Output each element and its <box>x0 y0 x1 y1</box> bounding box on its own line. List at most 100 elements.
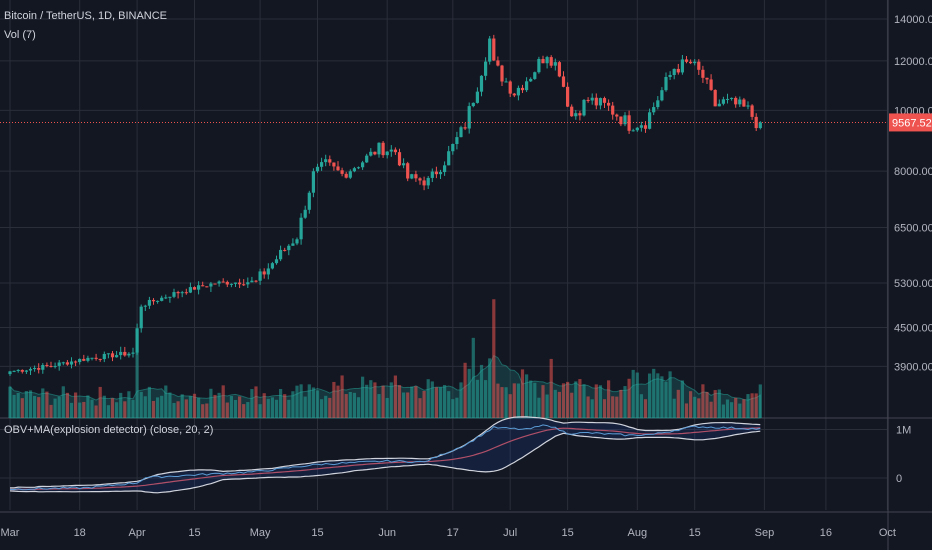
volume-bar <box>639 394 643 418</box>
volume-bar <box>533 382 537 418</box>
volume-bar <box>12 394 16 418</box>
volume-bar <box>377 394 381 418</box>
candle-body <box>229 283 233 285</box>
volume-bar <box>197 397 201 418</box>
volume-bar <box>131 399 135 418</box>
volume-bar <box>188 396 192 418</box>
candle-body <box>512 93 516 96</box>
volume-bar <box>221 385 225 418</box>
candle-body <box>492 38 496 61</box>
time-tick-label: Jun <box>378 527 396 539</box>
candle-body <box>500 65 504 82</box>
volume-bar <box>393 375 397 418</box>
candle-body <box>586 99 590 101</box>
volume-bar <box>676 389 680 418</box>
volume-bar <box>443 385 447 418</box>
volume-bar <box>709 401 713 418</box>
candle-body <box>266 268 270 275</box>
volume-bar <box>102 395 106 418</box>
price-tick-label: 8000.00 <box>894 166 932 178</box>
volume-bar <box>180 394 184 418</box>
candle-body <box>258 271 262 281</box>
volume-bar <box>106 405 110 418</box>
candle-body <box>648 112 652 129</box>
candle-body <box>324 159 328 163</box>
candle-body <box>33 368 37 370</box>
candle-body <box>402 163 406 166</box>
volume-bar <box>348 391 352 418</box>
volume-bar <box>356 397 361 418</box>
volume-bar <box>352 392 356 418</box>
volume-bar <box>82 401 86 418</box>
candle-body <box>397 152 402 166</box>
volume-bar <box>33 395 37 418</box>
candle-body <box>135 328 139 353</box>
candle-body <box>385 151 389 156</box>
candle-body <box>627 115 631 131</box>
volume-bar <box>754 393 758 418</box>
volume-bar <box>160 395 164 418</box>
candle-body <box>484 61 488 76</box>
volume-bar <box>172 402 176 418</box>
volume-bar <box>623 386 627 418</box>
volume-bar <box>291 391 295 418</box>
candle-body <box>160 297 164 301</box>
price-tick-label: 4500.00 <box>894 323 932 335</box>
candle-body <box>57 362 61 366</box>
symbol-legend[interactable]: Bitcoin / TetherUS, 1D, BINANCE <box>4 10 168 22</box>
candle-body <box>373 151 377 155</box>
candle-body <box>217 281 221 284</box>
candle-body <box>545 57 549 64</box>
volume-bar <box>299 384 303 418</box>
volume-bar <box>430 381 434 418</box>
candle-body <box>578 113 582 116</box>
time-tick-label: 16 <box>820 527 832 539</box>
volume-legend[interactable]: Vol (7) <box>4 29 36 41</box>
price-axis: 14000.0012000.0010000.008000.006500.0053… <box>889 14 932 485</box>
volume-bar <box>742 399 746 418</box>
candle-body <box>127 353 131 356</box>
candle-body <box>151 299 156 302</box>
volume-bar <box>258 404 262 418</box>
volume-bar <box>324 395 328 418</box>
candle-body <box>180 292 184 294</box>
candle-body <box>12 370 16 372</box>
volume-bar <box>635 372 639 418</box>
candle-body <box>414 174 418 179</box>
candle-body <box>660 90 664 101</box>
volume-bar <box>270 397 274 418</box>
candle-body <box>516 87 520 96</box>
volume-bar <box>689 391 693 418</box>
candle-body <box>549 57 553 66</box>
volume-bar <box>225 402 229 418</box>
volume-bar <box>447 391 451 418</box>
volume-bar <box>471 337 475 418</box>
candle-body <box>24 370 28 372</box>
candle-body <box>602 98 607 103</box>
candle-body <box>668 74 672 77</box>
candle-body <box>192 287 197 290</box>
candle-body <box>406 163 410 179</box>
candle-body <box>279 249 283 260</box>
candle-body <box>115 355 119 358</box>
volume-bar <box>320 399 324 418</box>
candle-body <box>291 243 295 246</box>
candle-body <box>102 353 106 360</box>
indicator-legend[interactable]: OBV+MA(explosion detector) (close, 20, 2… <box>4 424 214 436</box>
volume-bar <box>45 391 49 418</box>
volume-bar <box>205 403 209 418</box>
volume-bar <box>274 399 279 418</box>
volume-bar <box>664 381 668 418</box>
volume-bar <box>648 373 652 418</box>
volume-bar <box>693 396 697 418</box>
volume-bar <box>434 387 438 418</box>
volume-bar <box>463 362 467 418</box>
volume-bar <box>74 392 78 418</box>
time-tick-label: Apr <box>129 527 146 539</box>
candle-body <box>742 99 746 107</box>
time-tick-label: 15 <box>689 527 701 539</box>
volume-bar <box>123 401 127 418</box>
candle-body <box>598 98 602 106</box>
candle-body <box>274 259 279 264</box>
